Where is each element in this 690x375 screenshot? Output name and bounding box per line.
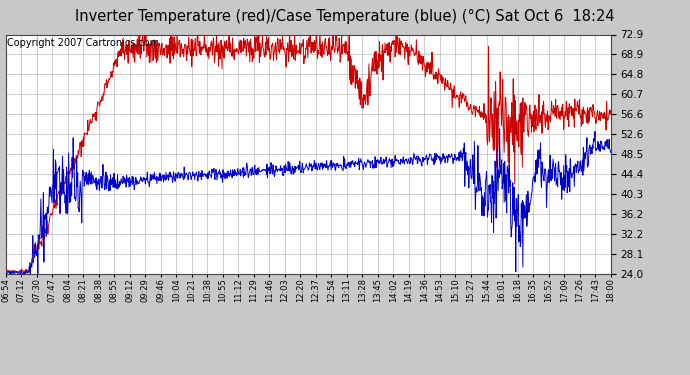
Text: Inverter Temperature (red)/Case Temperature (blue) (°C) Sat Oct 6  18:24: Inverter Temperature (red)/Case Temperat… [75, 9, 615, 24]
Text: Copyright 2007 Cartronics.com: Copyright 2007 Cartronics.com [7, 38, 159, 48]
